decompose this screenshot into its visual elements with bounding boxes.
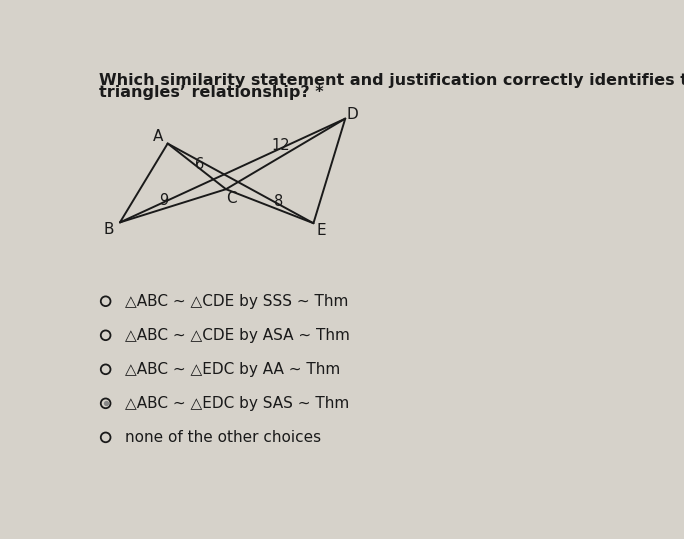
Text: 8: 8 [274,194,284,209]
Text: △ABC ~ △EDC by SAS ~ Thm: △ABC ~ △EDC by SAS ~ Thm [125,396,350,411]
Text: 6: 6 [195,157,204,172]
Text: E: E [316,223,326,238]
Text: triangles’ relationship? *: triangles’ relationship? * [98,86,324,100]
Text: none of the other choices: none of the other choices [125,430,321,445]
Text: △ABC ~ △EDC by AA ~ Thm: △ABC ~ △EDC by AA ~ Thm [125,362,341,377]
Text: Which similarity statement and justification correctly identifies the: Which similarity statement and justifica… [98,73,684,88]
Text: △ABC ~ △CDE by ASA ~ Thm: △ABC ~ △CDE by ASA ~ Thm [125,328,350,343]
Point [100,399,111,407]
Point [100,399,111,407]
Text: C: C [226,191,237,206]
Point [100,331,111,340]
Text: B: B [103,223,114,237]
Text: 9: 9 [159,194,168,208]
Point [100,365,111,374]
Point [100,433,111,441]
Text: A: A [153,129,163,143]
Text: 12: 12 [272,138,290,153]
Point [100,297,111,306]
Text: D: D [347,107,358,122]
Text: △ABC ~ △CDE by SSS ~ Thm: △ABC ~ △CDE by SSS ~ Thm [125,294,349,309]
